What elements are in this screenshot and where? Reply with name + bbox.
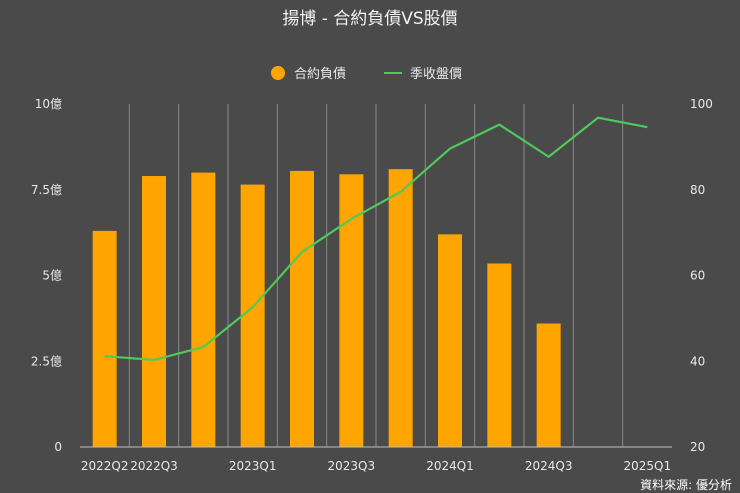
legend-bar-label: 合約負債 bbox=[294, 67, 346, 82]
y-left-tick-label: 7.5億 bbox=[31, 183, 62, 197]
bar-2023Q4 bbox=[388, 169, 413, 448]
bar-2024Q1 bbox=[438, 234, 462, 447]
source-note: 資料來源: 優分析 bbox=[640, 478, 732, 492]
grid-layer bbox=[128, 104, 624, 447]
legend: 合約負債 季收盤價 bbox=[271, 66, 462, 82]
bar-2024Q2 bbox=[487, 263, 512, 447]
chart-title: 揚博 - 合約負債VS股價 bbox=[282, 9, 457, 29]
x-tick-label: 2025Q1 bbox=[624, 459, 672, 473]
bar-2022Q4 bbox=[191, 172, 216, 447]
x-tick-label: 2023Q1 bbox=[229, 459, 277, 473]
y-right-tick-label: 60 bbox=[690, 269, 705, 283]
y-right-tick-label: 20 bbox=[690, 440, 705, 454]
y-right-tick-label: 80 bbox=[690, 183, 705, 197]
legend-bar-marker bbox=[271, 66, 285, 80]
x-tick-label: 2024Q3 bbox=[525, 459, 573, 473]
bar-layer bbox=[92, 169, 561, 448]
x-tick-label: 2022Q2 bbox=[81, 459, 129, 473]
y-left-tick-label: 2.5億 bbox=[31, 354, 62, 368]
legend-line-label: 季收盤價 bbox=[410, 67, 462, 82]
y-left-tick-label: 10億 bbox=[35, 97, 62, 111]
bar-2022Q3 bbox=[142, 176, 166, 447]
y-left-tick-label: 0 bbox=[54, 440, 62, 454]
bar-2022Q2 bbox=[92, 230, 117, 447]
line-layer bbox=[104, 116, 648, 362]
x-tick-label: 2022Q3 bbox=[130, 459, 178, 473]
price-line bbox=[104, 116, 648, 362]
bar-2023Q1 bbox=[240, 184, 265, 448]
y-left-tick-label: 5億 bbox=[42, 269, 62, 283]
y-right-tick-label: 100 bbox=[690, 97, 713, 111]
bar-2023Q2 bbox=[290, 170, 314, 447]
x-tick-label: 2023Q3 bbox=[328, 459, 376, 473]
x-tick-label: 2024Q1 bbox=[426, 459, 474, 473]
y-right-tick-label: 40 bbox=[690, 354, 705, 368]
axis-layer: 0 2.5億 5億 7.5億 10億 20 40 60 80 100 2022Q2 2022Q3 202… bbox=[31, 97, 713, 473]
bar-2024Q3 bbox=[536, 323, 561, 447]
